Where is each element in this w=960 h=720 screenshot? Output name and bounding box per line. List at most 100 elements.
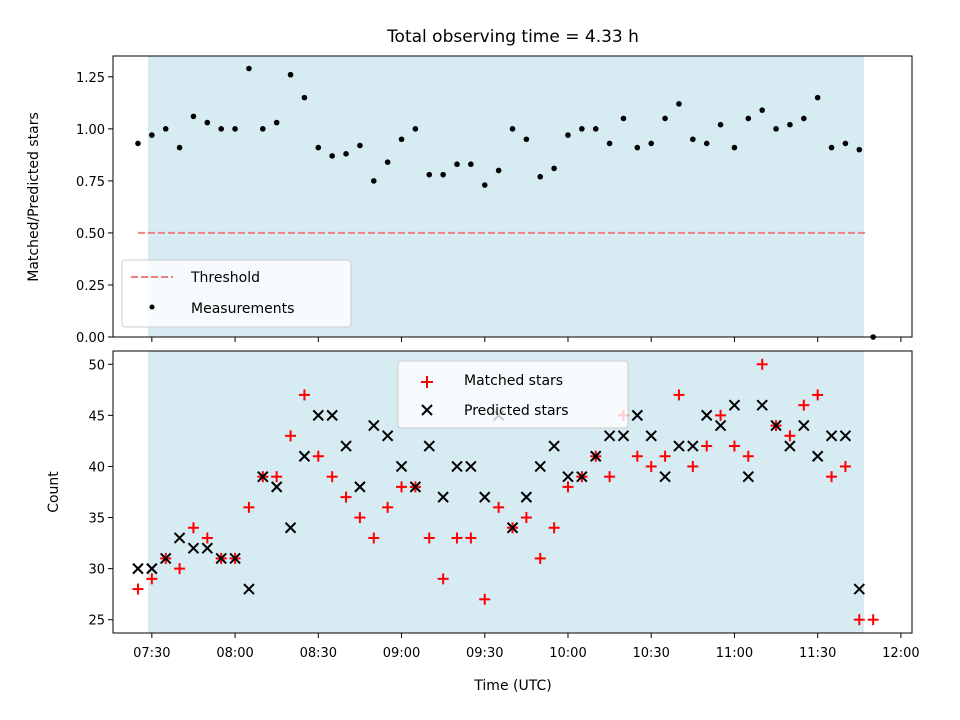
top-y-ticks: 0.00 0.25 0.50 0.75 1.00 1.25 (76, 71, 113, 346)
measurement-point (537, 173, 544, 180)
measurement-point (620, 115, 627, 122)
matched-star-point (826, 471, 838, 483)
measurement-point (454, 161, 460, 168)
predicted-star-point (673, 440, 685, 452)
top-legend-box (121, 259, 352, 328)
matched-star-point (201, 532, 213, 544)
bottom-panel: 25 30 35 40 45 50 07:30 08:00 08:30 09:00 09:30 10… (46, 350, 920, 694)
measurement-point (731, 144, 738, 151)
matched-star-point (382, 501, 394, 513)
matched-star-point (312, 450, 324, 462)
top-y-tick-label: 1.25 (76, 71, 105, 86)
bottom-x-tick-label: 11:00 (716, 646, 753, 661)
top-x-ticks (151, 337, 902, 342)
bottom-y-tick-label: 25 (88, 614, 105, 629)
measurement-point (412, 126, 419, 132)
measurement-point (329, 153, 335, 159)
measurement-point (551, 165, 557, 172)
matched-star-point (493, 501, 505, 513)
measurement-point (787, 121, 793, 128)
measurement-point (357, 142, 363, 149)
bottom-x-axis-label: Time (UTC) (473, 678, 551, 694)
bottom-x-tick-label: 11:30 (799, 646, 836, 661)
predicted-star-point (368, 419, 380, 432)
measurement-points (135, 65, 876, 340)
matched-star-point (631, 450, 643, 462)
predicted-star-point (257, 470, 269, 483)
predicted-star-point (520, 491, 533, 503)
matched-star-point (812, 389, 824, 401)
threshold-legend-label: Threshold (190, 270, 260, 286)
matched-star-point (604, 471, 616, 483)
chart-title: Total observing time = 4.33 h (386, 27, 639, 47)
predicted-star-point (687, 440, 699, 452)
measurement-point (717, 121, 724, 128)
predicted-star-point (437, 491, 449, 503)
bottom-y-tick-label: 45 (88, 409, 105, 424)
measurement-point (287, 71, 294, 78)
predicted-star-point (756, 399, 768, 411)
matched-star-point (534, 552, 546, 564)
matched-star-point (396, 481, 408, 493)
top-axes-frame (112, 55, 913, 338)
measurement-point (828, 144, 835, 151)
bottom-x-tick-label: 09:00 (383, 646, 420, 661)
matched-star-point (451, 532, 463, 544)
top-y-tick-label: 0.50 (76, 227, 105, 242)
matched-star-point (340, 491, 352, 503)
measurement-point (176, 144, 183, 151)
measurement-point (384, 159, 391, 165)
predicted-star-point (576, 470, 588, 483)
matched-star-point (728, 440, 740, 452)
predicted-star-point (409, 481, 422, 493)
matched-star-point (673, 389, 685, 401)
predicted-star-point (451, 460, 463, 473)
predicted-star-point (270, 481, 283, 493)
measurement-point (260, 126, 266, 132)
measurement-point (398, 136, 405, 143)
predicted-star-point (728, 399, 741, 411)
bottom-x-tick-label: 07:30 (133, 646, 170, 661)
measurement-point (856, 146, 863, 153)
matched-star-point (243, 501, 255, 513)
matched-star-point (423, 532, 435, 544)
predicted-star-point (146, 562, 158, 575)
measurement-point (149, 132, 155, 138)
bottom-x-tick-label: 08:30 (300, 646, 337, 661)
predicted-star-point (284, 522, 297, 534)
predicted-star-point (700, 409, 713, 422)
matched-star-point (285, 430, 297, 442)
measurement-point (801, 115, 807, 122)
predicted-star-point (811, 450, 824, 462)
measurement-point (246, 65, 252, 72)
measurement-point (565, 132, 571, 138)
predicted-star-point (562, 470, 574, 483)
matched-star-point (798, 399, 810, 411)
predicted-star-point (770, 419, 782, 432)
predicted-star-point (160, 552, 172, 565)
predicted-star-point (340, 440, 352, 452)
matched-star-point (659, 450, 671, 462)
predicted-star-point (659, 470, 671, 483)
matched-star-point (146, 573, 158, 585)
measurement-point (190, 113, 197, 120)
measurement-point (440, 171, 446, 178)
measurement-point (690, 136, 696, 143)
predicted-star-point (423, 440, 435, 452)
bottom-x-tick-label: 09:30 (466, 646, 503, 661)
measurements-legend-swatch (149, 304, 155, 310)
measurement-point (842, 140, 849, 147)
predicted-star-point (381, 430, 394, 442)
matched-star-point (645, 460, 657, 472)
measurement-point (592, 126, 599, 132)
matched-star-point (562, 481, 574, 493)
top-y-tick-label: 0.25 (76, 279, 105, 294)
matched-star-point (701, 440, 713, 452)
matched-star-point (784, 430, 796, 442)
predicted-star-point (298, 450, 311, 462)
predicted-star-point (742, 470, 755, 483)
matched-star-point (132, 583, 144, 595)
matched-star-point (187, 522, 199, 534)
bottom-x-tick-label: 12:00 (882, 646, 919, 661)
predicted-star-point (354, 481, 366, 493)
